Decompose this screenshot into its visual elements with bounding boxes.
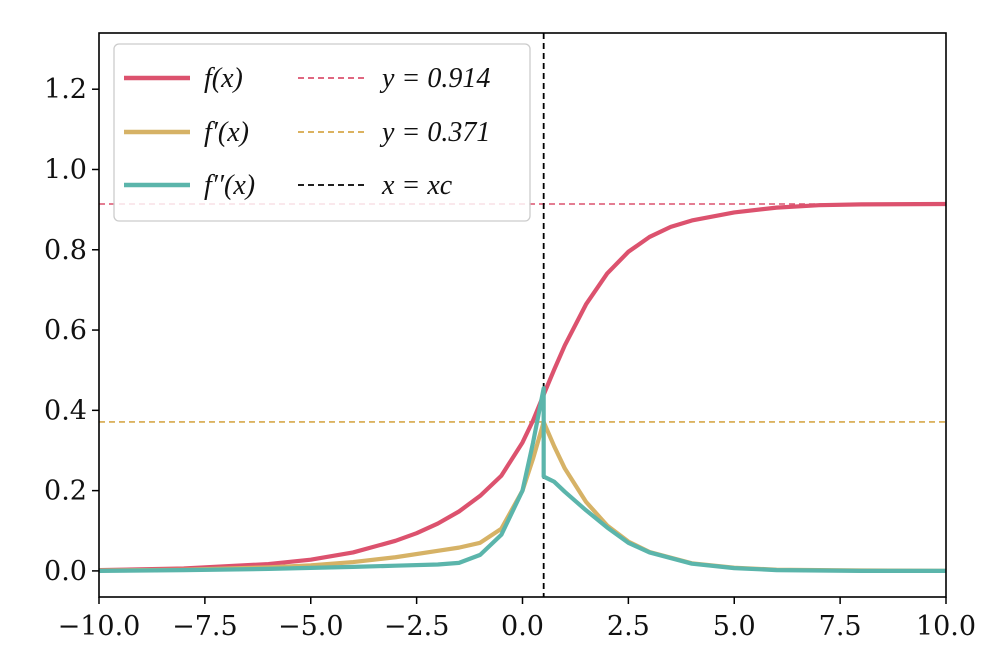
y-tick-label: 0.4 — [44, 395, 87, 426]
y-tick-label: 0.0 — [44, 556, 87, 587]
legend-label-5: y = 0.371 — [379, 117, 490, 148]
y-axis-ticks: 0.0 0.2 0.4 0.6 0.8 1.0 1.2 — [44, 74, 99, 587]
legend-label-1: f(x) — [204, 63, 243, 94]
x-tick-label: 10.0 — [916, 611, 976, 642]
legend-label-4: y = 0.914 — [379, 63, 490, 94]
x-tick-label: 5.0 — [713, 611, 756, 642]
y-tick-label: 0.2 — [44, 476, 87, 507]
x-tick-label: −7.5 — [172, 611, 238, 642]
x-tick-label: 2.5 — [607, 611, 650, 642]
series-line-3 — [99, 386, 946, 574]
series-line-1 — [99, 201, 946, 573]
x-tick-label: 7.5 — [819, 611, 862, 642]
legend: f(x) f′(x) f′′(x) y = 0.914 y = 0.371 x = xc — [113, 43, 531, 222]
legend-label-3: f′′(x) — [204, 170, 255, 201]
x-tick-label: −5.0 — [278, 611, 344, 642]
x-tick-label: −10.0 — [58, 611, 141, 642]
legend-label-6: x = xc — [381, 170, 453, 201]
x-axis-ticks: −10.0 −7.5 −5.0 −2.5 0.0 2.5 5.0 7.5 10.0 — [58, 597, 976, 642]
y-tick-label: 0.8 — [44, 235, 87, 266]
y-tick-label: 0.6 — [44, 315, 87, 346]
series-group — [99, 201, 946, 574]
x-tick-label: −2.5 — [384, 611, 450, 642]
legend-label-2: f′(x) — [204, 117, 249, 148]
y-tick-label: 1.2 — [44, 74, 87, 105]
y-tick-label: 1.0 — [44, 154, 87, 185]
x-tick-label: 0.0 — [501, 611, 544, 642]
horizontal-reference-lines — [99, 203, 946, 423]
